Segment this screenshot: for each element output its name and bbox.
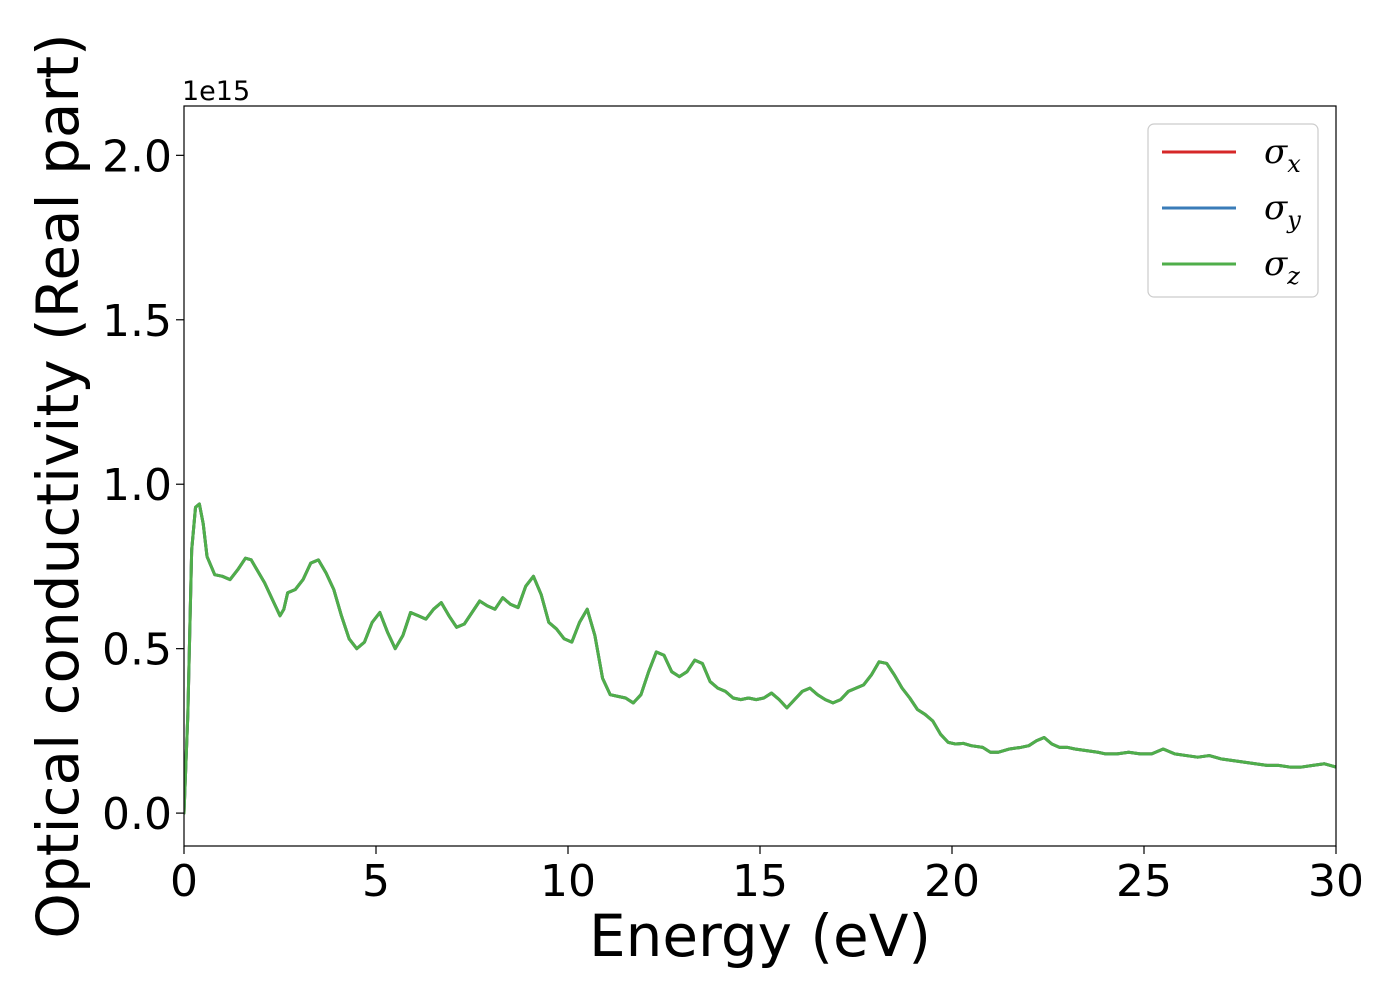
x-tick-label: 0 [170, 856, 198, 907]
x-tick-label: 10 [540, 856, 596, 907]
y-tick-label: 1.0 [102, 460, 172, 511]
axes-frame [183, 105, 1337, 847]
y-tick-label: 2.0 [102, 131, 172, 182]
y-tick-label: 0.0 [102, 789, 172, 840]
x-axis-label: Energy (eV) [589, 902, 931, 970]
x-tick-label: 15 [732, 856, 788, 907]
axis-ticks: 0 5 10 15 20 25 30 0.0 0.5 1.0 1.5 2.0 [102, 131, 1364, 907]
x-tick-label: 5 [362, 856, 390, 907]
y-offset-label: 1e15 [182, 76, 250, 107]
series-line-z [184, 502, 1336, 815]
x-tick-label: 30 [1308, 856, 1364, 907]
legend: σx σy σz [1147, 123, 1319, 298]
legend-label-y: σy [1264, 188, 1301, 234]
series-line-y [184, 502, 1336, 815]
x-tick-label: 20 [924, 856, 980, 907]
y-tick-label: 0.5 [102, 625, 172, 676]
x-tick-label: 25 [1116, 856, 1172, 907]
legend-box [1147, 123, 1319, 298]
y-tick-label: 1.5 [102, 296, 172, 347]
y-axis-label: Optical conductivity (Real part) [24, 33, 92, 938]
legend-label-z: σz [1264, 244, 1300, 290]
plot-area [184, 502, 1336, 815]
legend-label-x: σx [1264, 132, 1301, 178]
series-line-x [184, 502, 1336, 815]
